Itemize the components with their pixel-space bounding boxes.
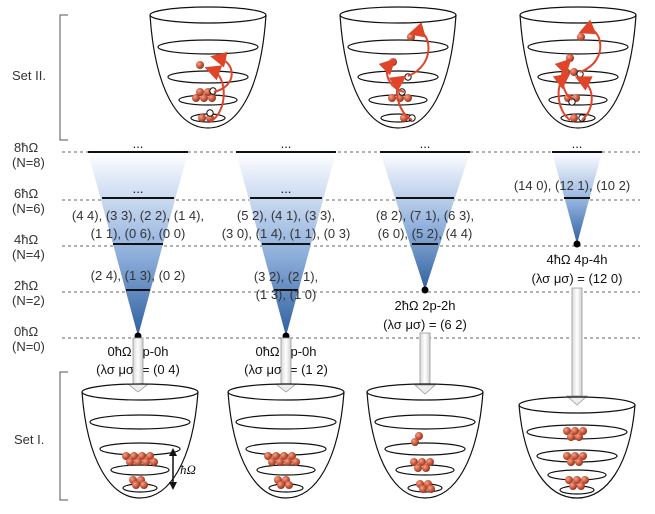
dots-top-2: ... bbox=[281, 136, 292, 151]
red-arrow-top1-b bbox=[204, 65, 225, 123]
energy-label-6: 6ħΩ bbox=[14, 186, 38, 201]
red-arrow-top2-b bbox=[378, 58, 405, 93]
bowl-top-2 bbox=[339, 6, 457, 129]
set-ii-label: Set II. bbox=[12, 68, 46, 83]
quantum-col3: (λσ μσ) = (6 2) bbox=[383, 317, 467, 332]
irreps-6-col3-line1: (8 2), (7 1), (6 3), bbox=[376, 208, 474, 223]
irreps-6-col3-line2: (6 0), (5 2), (4 4) bbox=[378, 226, 473, 241]
dots-mid-2: ... bbox=[281, 181, 292, 196]
transition-arrows bbox=[126, 287, 589, 406]
irreps-6-col1-line1: (4 4), (3 3), (2 2), (1 4), bbox=[72, 208, 204, 223]
bowl-top-3 bbox=[519, 6, 637, 129]
energy-label-8: 8ħΩ bbox=[14, 140, 38, 155]
dots-mid-1: ... bbox=[133, 181, 144, 196]
irreps-6-col2-line2: (3 0), (1 4), (1 1), (0 3) bbox=[222, 226, 351, 241]
energy-label-2: 2ħΩ bbox=[14, 278, 38, 293]
red-excitation-arrows bbox=[204, 19, 602, 123]
n-label-0: (N=0) bbox=[12, 339, 45, 354]
excitation-col4: 4ħΩ 4p-4h bbox=[546, 252, 607, 267]
nucleons-bottom-3 bbox=[410, 432, 435, 493]
nucleons-bottom-1 bbox=[122, 452, 158, 489]
spacing-label: ħΩ bbox=[180, 462, 196, 477]
irreps-6-col1-line2: (1 1), (0 6), (0 0) bbox=[91, 226, 186, 241]
dots-top-1: ... bbox=[133, 136, 144, 151]
nucleons-bottom-4 bbox=[563, 427, 589, 490]
excitation-col3: 2ħΩ 2p-2h bbox=[394, 298, 455, 313]
irreps-2-col1: (2 4), (1 3), (0 2) bbox=[91, 268, 186, 283]
red-arrow-top2-a bbox=[407, 22, 430, 77]
cone-column-2: ... ... bbox=[236, 136, 336, 340]
dots-top-3: ... bbox=[420, 136, 431, 151]
dots-top-4: ... bbox=[572, 136, 583, 151]
nucleons bbox=[122, 33, 589, 493]
irreps-6-col4-line1: (14 0), (12 1), (10 2) bbox=[514, 178, 630, 193]
red-arrow-top3-c bbox=[574, 76, 593, 121]
set-ii-bracket: Set II. bbox=[12, 14, 68, 141]
cone-column-1: ... ... bbox=[88, 136, 188, 340]
red-arrow-top3-a bbox=[578, 19, 602, 73]
irrep-labels: (4 4), (3 3), (2 2), (1 4), (1 1), (0 6)… bbox=[72, 178, 630, 302]
gray-arrow-col4 bbox=[565, 287, 589, 406]
nucleons-top-3 bbox=[562, 33, 586, 122]
irreps-2-col2-line1: (3 2), (2 1), bbox=[254, 269, 318, 284]
n-label-6: (N=6) bbox=[12, 201, 45, 216]
gray-arrow-col3 bbox=[413, 332, 437, 395]
nucleons-top-1 bbox=[192, 61, 217, 122]
irreps-6-col2-line1: (5 2), (4 1), (3 3), bbox=[237, 208, 335, 223]
energy-label-4: 4ħΩ bbox=[14, 232, 38, 247]
n-label-8: (N=8) bbox=[12, 155, 45, 170]
set-i-label: Set I. bbox=[14, 432, 44, 447]
bowl-top-1 bbox=[149, 6, 267, 129]
quantum-col4: (λσ μσ) = (12 0) bbox=[532, 271, 623, 286]
red-arrow-top3-d bbox=[552, 73, 571, 121]
spacing-indicator: ħΩ bbox=[169, 448, 196, 490]
energy-label-0: 0ħΩ bbox=[14, 324, 38, 339]
bowl-bottom-1 bbox=[81, 383, 199, 499]
set-i-bracket: Set I. bbox=[14, 371, 68, 501]
n-label-2: (N=2) bbox=[12, 293, 45, 308]
irreps-2-col2-line2: (1 3), (1 0) bbox=[256, 287, 317, 302]
nucleons-bottom-2 bbox=[264, 452, 300, 489]
cone-column-3: ... bbox=[380, 136, 470, 294]
red-arrow-top2-c bbox=[388, 75, 413, 121]
cone-column-4: ... bbox=[552, 136, 602, 248]
n-label-4: (N=4) bbox=[12, 247, 45, 262]
red-arrow-top1-a bbox=[210, 51, 233, 93]
bowl-bottom-3 bbox=[366, 383, 484, 499]
